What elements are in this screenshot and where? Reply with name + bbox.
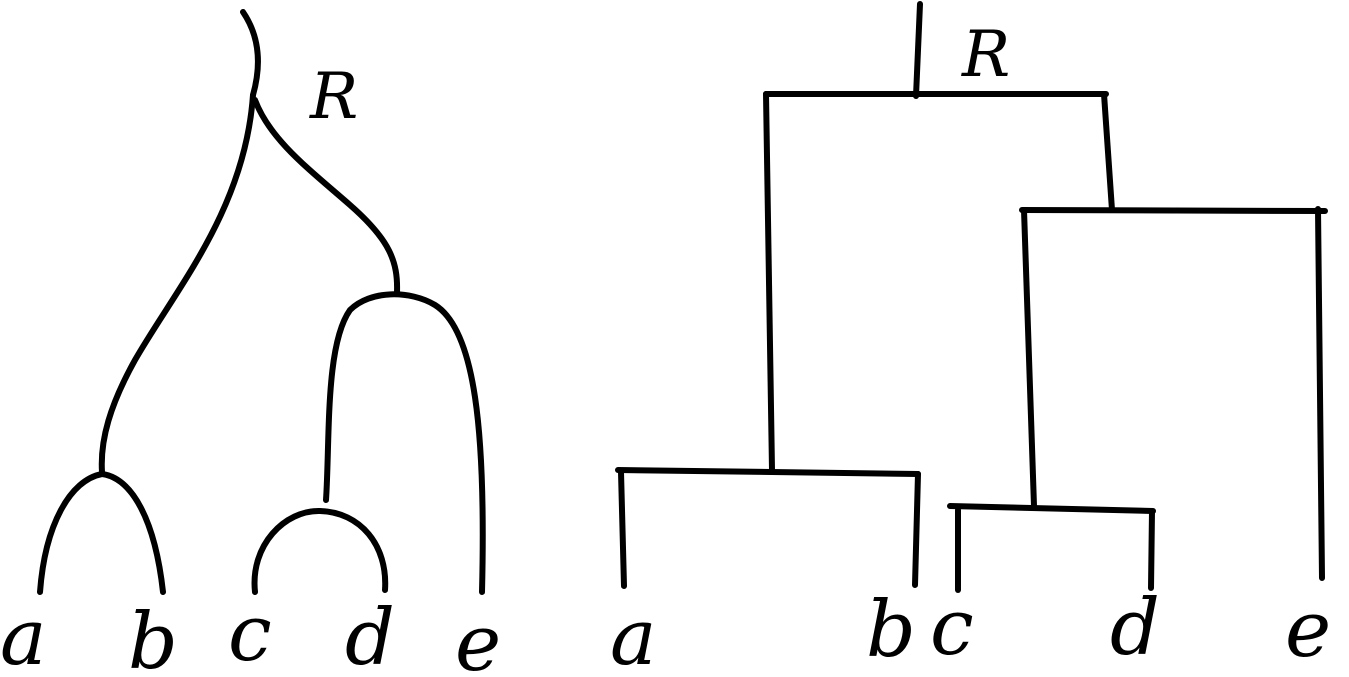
bracket-cd-drop [1021,207,1037,509]
curved-branch-root-ab [98,92,256,475]
curved-arch-ab [37,471,166,595]
bracket-leaf-e-drop [1315,206,1325,581]
bracket-leaf-label-a: a [610,593,657,677]
curved-root-stem [240,9,261,98]
bracket-leaf-a-drop [618,469,627,589]
bracket-right-drop [1101,91,1115,213]
bracket-left-drop [763,91,775,473]
curved-arch-cd [251,507,389,595]
bracket-root-label: R [961,18,1010,92]
curved-root-label: R [309,60,358,134]
bracket-cd-bar [947,503,1156,514]
bracket-ab-bar [615,467,921,477]
curved-tree: R a b c d e [0,9,501,677]
bracket-leaf-b-drop [912,471,921,588]
bracket-leaf-label-b: b [866,585,916,675]
bracket-leaf-d-drop [1148,508,1155,591]
bracket-leaf-label-e: e [1285,585,1331,675]
bracket-tree: R a b c d e [610,1,1331,677]
curved-leaf-label-b: b [128,597,178,677]
curved-branch-root-cde [252,97,401,295]
bracket-cde-bar [1019,207,1328,214]
curved-leaf-label-a: a [0,593,47,677]
bracket-root-stem [913,1,923,99]
curved-arch-cd-e [323,291,486,595]
curved-leaf-label-d: d [345,593,395,677]
bracket-leaf-label-d: d [1110,583,1160,673]
curved-leaf-label-c: c [228,589,272,677]
bracket-leaf-label-c: c [930,583,974,673]
curved-leaf-label-e: e [455,599,501,677]
